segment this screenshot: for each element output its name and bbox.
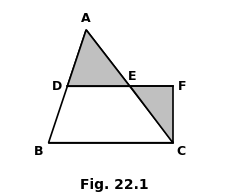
Text: A: A (81, 12, 91, 25)
Text: B: B (34, 145, 44, 158)
Text: D: D (52, 80, 62, 93)
Text: Fig. 22.1: Fig. 22.1 (79, 178, 148, 192)
Text: F: F (178, 80, 186, 93)
Polygon shape (67, 30, 129, 86)
Polygon shape (129, 86, 173, 143)
Text: C: C (176, 145, 185, 158)
Text: E: E (127, 70, 136, 83)
